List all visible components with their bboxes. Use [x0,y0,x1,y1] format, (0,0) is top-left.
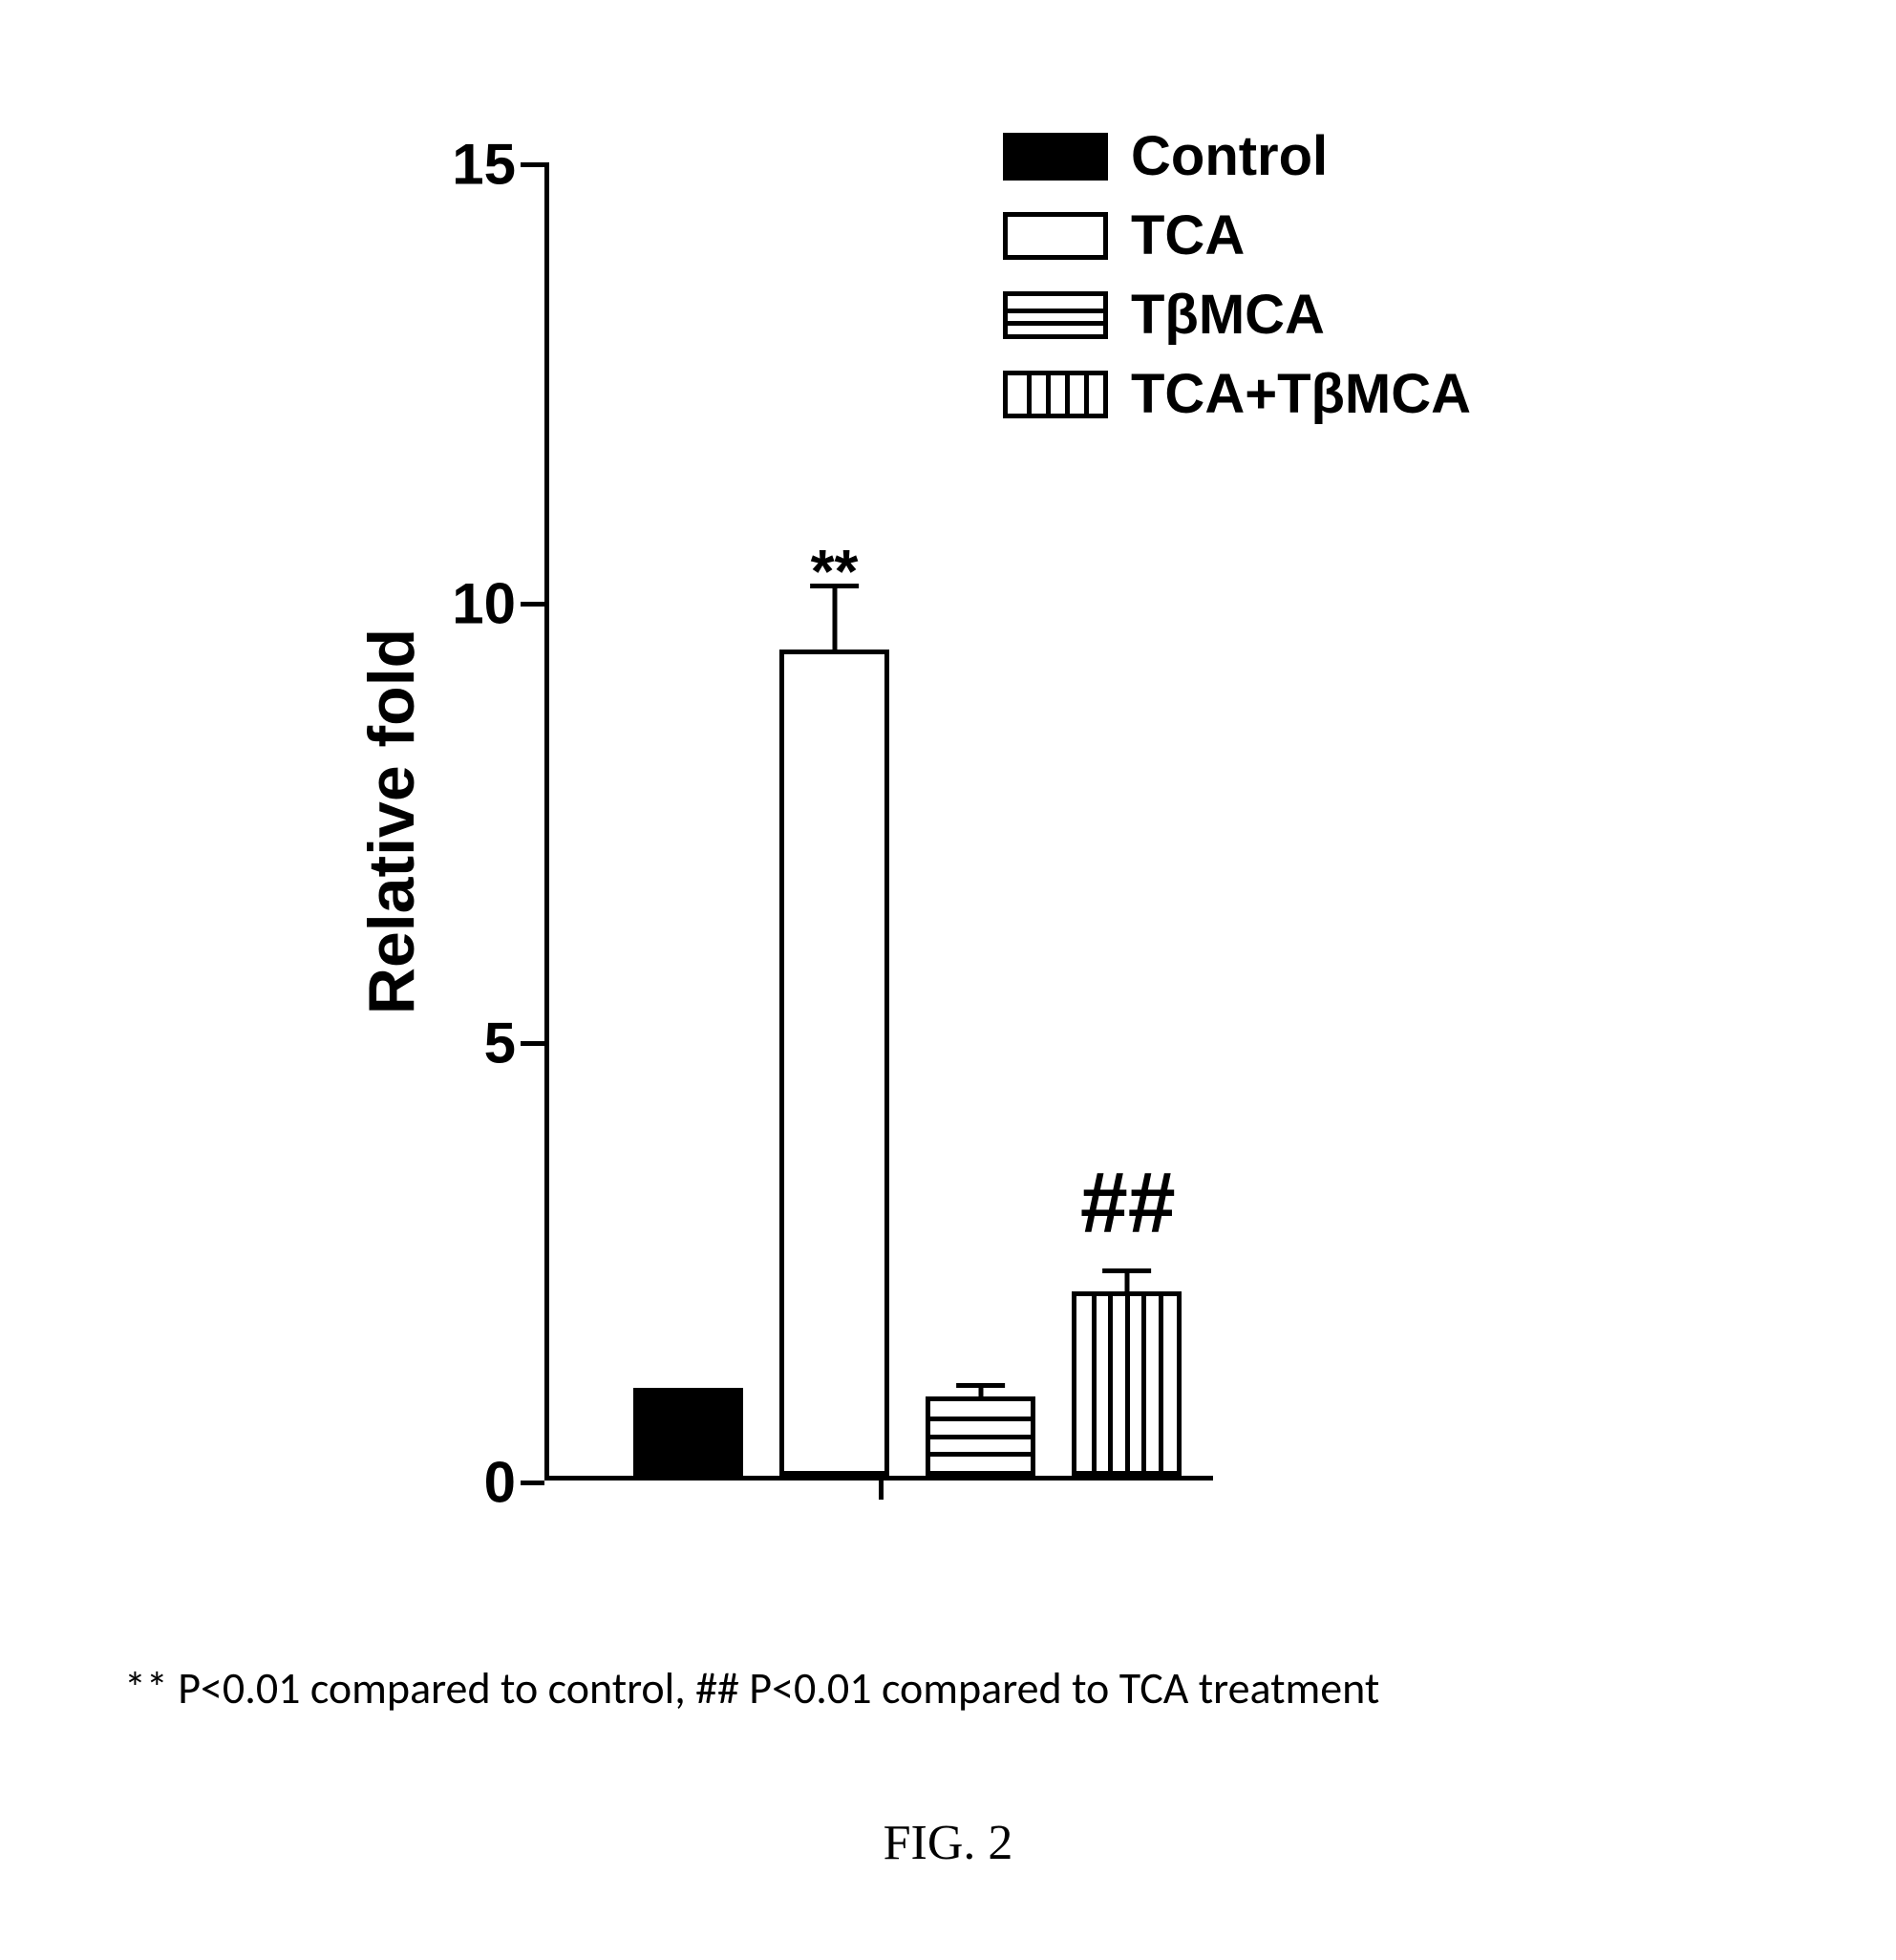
figure-label: FIG. 2 [0,1815,1896,1871]
plot-frame: 051015**## [544,162,1213,1481]
y-axis [544,162,549,1481]
bar-0 [633,1388,743,1476]
y-tick-label: 15 [430,132,516,198]
y-tick-label: 10 [430,571,516,637]
bar-2 [926,1396,1035,1476]
x-tick [879,1481,884,1500]
y-axis-label: Relative fold [354,628,429,1014]
page-root: ControlTCATβMCATCA+TβMCA Relative fold 0… [0,0,1896,1960]
y-tick [521,602,544,607]
bar-fill-3 [1076,1296,1177,1471]
bar-fill-2 [930,1401,1031,1471]
bar-chart: ControlTCATβMCATCA+TβMCA Relative fold 0… [353,124,1299,1566]
significance-label-1: ** [811,536,859,607]
bar-3 [1072,1291,1182,1476]
y-tick-label: 5 [430,1011,516,1076]
significance-label-3: ## [1079,1154,1175,1252]
significance-caption: ** P<0.01 compared to control, ## P<0.01… [124,1662,1379,1715]
y-tick-label: 0 [430,1450,516,1516]
bar-fill-1 [784,654,884,1471]
bar-fill-0 [638,1393,738,1471]
y-tick [521,1041,544,1046]
y-tick [521,1481,544,1485]
bar-1 [779,650,889,1476]
y-tick [521,162,544,167]
